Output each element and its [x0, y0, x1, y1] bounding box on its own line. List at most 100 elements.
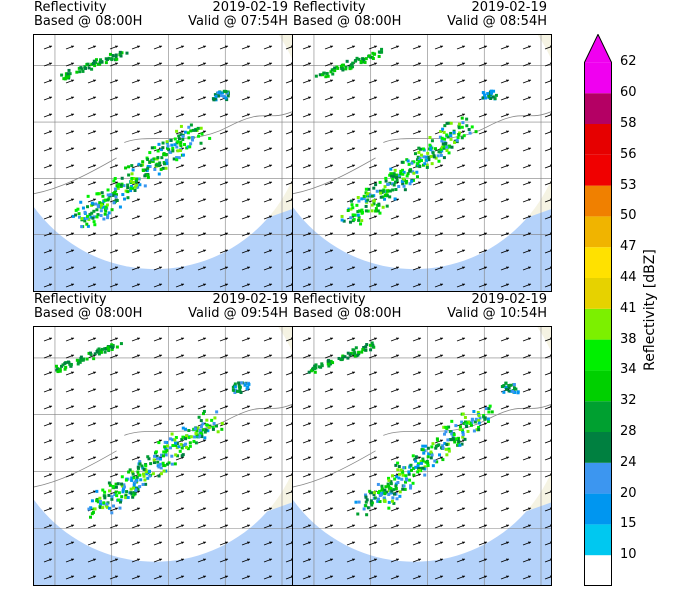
wind-arrowhead: [352, 283, 355, 286]
echo-pixel: [201, 428, 205, 432]
echo-pixel: [458, 428, 462, 432]
echo-pixel: [154, 163, 158, 167]
echo-pixel: [457, 122, 461, 126]
echo-pixel: [417, 146, 421, 150]
wind-arrowhead: [159, 337, 162, 340]
echo-pixel: [357, 215, 361, 219]
wind-arrowhead: [528, 439, 531, 442]
echo-pixel: [121, 193, 125, 197]
wind-arrowhead: [484, 456, 487, 459]
echo-pixel: [376, 499, 380, 503]
echo-pixel: [502, 390, 506, 394]
wind-arrowhead: [308, 422, 311, 425]
echo-pixel: [427, 155, 431, 159]
echo-pixel: [179, 144, 183, 148]
echo-pixel: [356, 512, 360, 516]
wind-arrowhead: [550, 354, 551, 357]
coastline: [34, 450, 117, 488]
wind-arrowhead: [203, 507, 206, 510]
echo-pixel: [445, 453, 449, 457]
colorbar-tick-label: 47: [620, 239, 637, 255]
wind-arrowhead: [418, 558, 421, 561]
radar-map[interactable]: [292, 326, 552, 586]
wind-arrowhead: [352, 249, 355, 252]
echo-pixel: [374, 183, 378, 187]
echo-pixel: [368, 193, 372, 197]
echo-pixel: [422, 451, 426, 455]
wind-arrowhead: [374, 266, 377, 269]
wind-arrowhead: [137, 249, 140, 252]
echo-pixel: [191, 136, 195, 140]
echo-pixel: [378, 189, 382, 193]
echo-pixel: [449, 134, 453, 138]
wind-arrowhead: [506, 439, 509, 442]
echo-pixel: [402, 184, 406, 188]
wind-arrowhead: [159, 541, 162, 544]
wind-arrowhead: [550, 456, 551, 459]
wind-arrowhead: [462, 164, 465, 167]
wind-arrowhead: [71, 96, 74, 99]
echo-pixel: [412, 466, 416, 470]
echo-pixel: [383, 488, 387, 492]
wind-arrowhead: [291, 232, 292, 235]
wind-arrowhead: [462, 266, 465, 269]
echo-pixel: [165, 158, 169, 162]
echo-pixel: [450, 432, 454, 436]
echo-pixel: [419, 153, 423, 157]
echo-pixel: [112, 201, 116, 205]
echo-pixel: [247, 382, 251, 386]
echo-pixel: [186, 131, 190, 135]
wind-arrowhead: [396, 266, 399, 269]
radar-map[interactable]: [292, 34, 552, 292]
echo-pixel: [417, 150, 421, 154]
echo-pixel: [344, 67, 348, 71]
echo-pixel: [83, 210, 87, 214]
echo-pixel: [199, 425, 203, 429]
echo-pixel: [378, 494, 382, 498]
echo-pixel: [430, 139, 434, 143]
wind-arrowhead: [440, 198, 443, 201]
echo-pixel: [165, 448, 169, 452]
radar-map[interactable]: [33, 326, 293, 586]
wind-arrowhead: [462, 524, 465, 527]
wind-arrowhead: [225, 181, 228, 184]
echo-pixel: [79, 66, 83, 70]
wind-arrowhead: [308, 524, 311, 527]
wind-arrowhead: [49, 473, 52, 476]
wind-arrowhead: [330, 147, 333, 150]
echo-pixel: [67, 76, 71, 80]
wind-arrowhead: [291, 388, 292, 391]
echo-pixel: [478, 416, 482, 420]
echo-pixel: [456, 136, 460, 140]
coastline: [124, 111, 292, 143]
wind-arrowhead: [203, 524, 206, 527]
echo-pixel: [443, 145, 447, 149]
echo-pixel: [361, 59, 365, 63]
wind-arrowhead: [115, 266, 118, 269]
wind-arrowhead: [396, 249, 399, 252]
echo-pixel: [201, 422, 205, 426]
wind-arrowhead: [352, 541, 355, 544]
echo-pixel: [162, 463, 166, 467]
wind-arrowhead: [308, 249, 311, 252]
wind-arrow: [285, 406, 292, 410]
echo-pixel: [449, 131, 453, 135]
wind-arrowhead: [115, 181, 118, 184]
wind-arrowhead: [396, 45, 399, 48]
wind-arrowhead: [308, 147, 311, 150]
wind-arrowhead: [484, 490, 487, 493]
echo-pixel: [202, 409, 206, 413]
echo-pixel: [366, 209, 370, 213]
wind-arrowhead: [49, 79, 52, 82]
echo-pixel: [372, 194, 376, 198]
echo-pixel: [83, 66, 87, 70]
wind-arrowhead: [418, 575, 421, 578]
wind-arrowhead: [269, 45, 272, 48]
echo-pixel: [383, 197, 387, 201]
echo-pixel: [131, 472, 135, 476]
wind-arrowhead: [374, 249, 377, 252]
echo-pixel: [447, 447, 451, 451]
radar-map[interactable]: [33, 34, 293, 292]
wind-arrowhead: [308, 490, 311, 493]
wind-arrowhead: [93, 283, 96, 286]
